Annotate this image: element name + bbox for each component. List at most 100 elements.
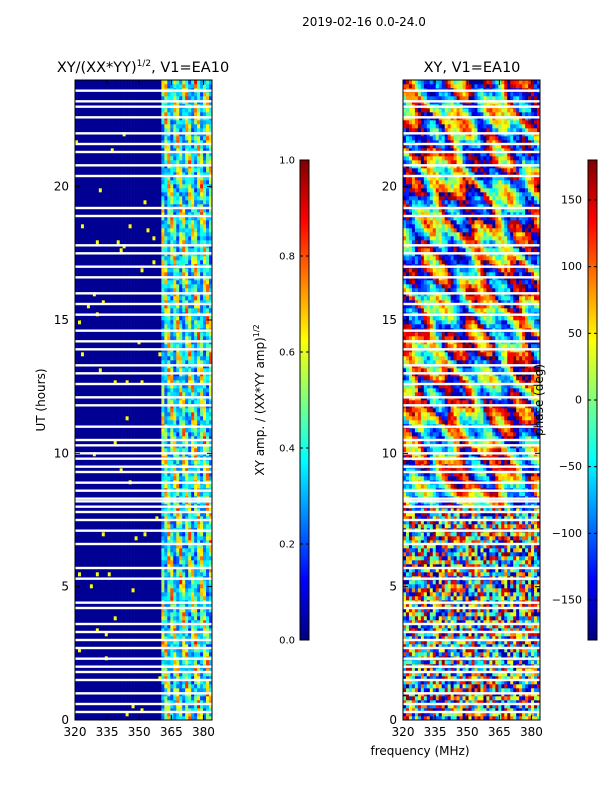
heatmap-cell <box>185 360 189 365</box>
heatmap-cell <box>95 624 100 629</box>
heatmap-cell <box>107 344 112 349</box>
heatmap-cell <box>143 704 147 709</box>
heatmap-cell <box>98 652 103 657</box>
heatmap-cell <box>86 356 91 361</box>
heatmap-cell <box>77 668 82 673</box>
heatmap-cell <box>128 384 132 389</box>
heatmap-cell <box>200 468 204 473</box>
heatmap-cell <box>140 392 144 397</box>
heatmap-cell <box>155 288 159 293</box>
heatmap-cell <box>191 676 195 681</box>
heatmap-cell <box>170 308 174 313</box>
heatmap-cell <box>95 636 100 641</box>
heatmap-cell <box>98 620 103 625</box>
heatmap-cell <box>170 632 174 637</box>
heatmap-cell <box>134 304 138 309</box>
heatmap-cell <box>209 472 213 477</box>
heatmap-cell <box>146 604 150 609</box>
heatmap-cell <box>110 400 115 405</box>
heatmap-cell <box>77 316 82 321</box>
heatmap-cell <box>188 704 192 709</box>
heatmap-cell <box>194 332 198 337</box>
heatmap-cell <box>122 624 126 629</box>
heatmap-cell <box>206 620 210 625</box>
heatmap-cell <box>125 460 129 465</box>
heatmap-cell <box>179 568 183 573</box>
heatmap-cell <box>131 484 135 489</box>
heatmap-cell <box>176 352 180 357</box>
heatmap-cell <box>158 708 162 713</box>
heatmap-cell <box>209 360 213 365</box>
heatmap-cell <box>98 356 103 361</box>
heatmap-cell <box>155 380 159 385</box>
heatmap-cell <box>149 640 153 645</box>
heatmap-cell <box>146 508 150 513</box>
heatmap-cell <box>137 636 141 641</box>
heatmap-cell <box>170 472 174 477</box>
heatmap-cell <box>146 680 150 685</box>
heatmap-cell <box>92 468 97 473</box>
heatmap-cell <box>143 616 147 621</box>
heatmap-cell <box>197 712 201 717</box>
heatmap-cell <box>125 436 129 441</box>
heatmap-cell <box>110 564 115 569</box>
heatmap-cell <box>143 384 147 389</box>
heatmap-cell <box>185 476 189 481</box>
heatmap-cell <box>116 520 120 525</box>
heatmap-cell <box>104 520 109 525</box>
heatmap-cell <box>131 716 135 721</box>
heatmap-cell <box>140 660 144 665</box>
heatmap-cell <box>92 428 97 433</box>
heatmap-cell <box>209 572 213 577</box>
heatmap-cell <box>200 616 204 621</box>
heatmap-cell <box>75 368 79 373</box>
heatmap-cell <box>158 320 162 325</box>
heatmap-cell <box>110 652 115 657</box>
heatmap-cell <box>101 632 106 637</box>
heatmap-cell <box>98 508 103 513</box>
heatmap-cell <box>122 712 126 717</box>
heatmap-cell <box>203 368 207 373</box>
heatmap-cell <box>143 608 147 613</box>
heatmap-cell <box>164 696 168 701</box>
heatmap-cell <box>152 360 156 365</box>
heatmap-cell <box>134 552 138 557</box>
heatmap-cell <box>176 616 180 621</box>
heatmap-cell <box>101 440 106 445</box>
heatmap-cell <box>209 596 213 601</box>
heatmap-cell <box>146 564 150 569</box>
heatmap-cell <box>101 532 106 537</box>
heatmap-cell <box>140 592 144 597</box>
heatmap-cell <box>161 332 165 337</box>
heatmap-cell <box>155 552 159 557</box>
heatmap-cell <box>113 640 117 645</box>
heatmap-cell <box>113 492 117 497</box>
heatmap-cell <box>101 704 106 709</box>
heatmap-cell <box>143 564 147 569</box>
heatmap-cell <box>122 440 126 445</box>
heatmap-cell <box>134 356 138 361</box>
heatmap-cell <box>119 556 123 561</box>
heatmap-cell <box>149 412 153 417</box>
heatmap-cell <box>104 476 109 481</box>
heatmap-cell <box>131 668 135 673</box>
heatmap-cell <box>119 712 123 717</box>
heatmap-cell <box>155 516 159 521</box>
heatmap-cell <box>167 520 171 525</box>
heatmap-cell <box>86 336 91 341</box>
heatmap-cell <box>143 644 147 649</box>
heatmap-cell <box>80 448 85 453</box>
heatmap-cell <box>128 628 132 633</box>
heatmap-cell <box>143 472 147 477</box>
heatmap-cell <box>134 540 138 545</box>
heatmap-cell <box>176 532 180 537</box>
heatmap-cell <box>107 432 112 437</box>
heatmap-cell <box>209 588 213 593</box>
heatmap-cell <box>173 544 177 549</box>
heatmap-cell <box>155 696 159 701</box>
heatmap-cell <box>176 320 180 325</box>
heatmap-cell <box>209 368 213 373</box>
heatmap-cell <box>206 356 210 361</box>
heatmap-cell <box>185 532 189 537</box>
heatmap-cell <box>149 588 153 593</box>
